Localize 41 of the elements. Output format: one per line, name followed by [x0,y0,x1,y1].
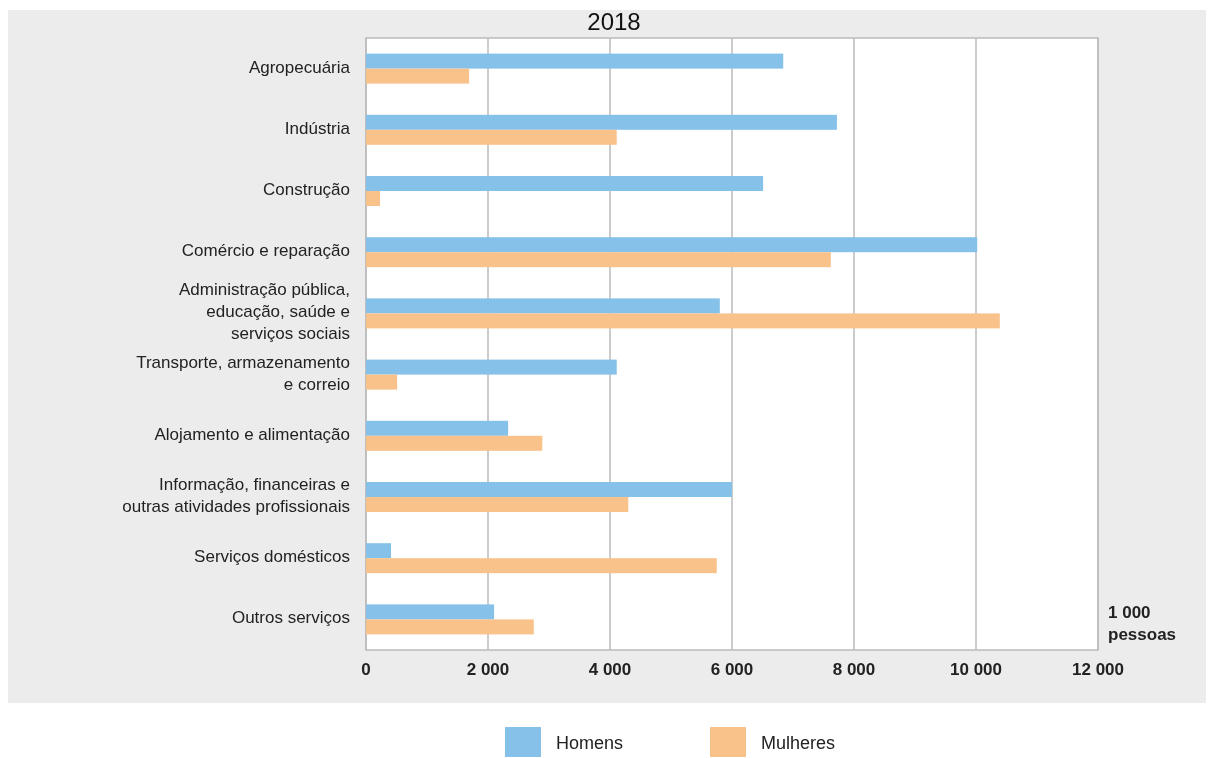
y-tick-label: Serviços domésticos [194,547,350,567]
bar [366,313,1000,329]
bar [366,53,784,69]
legend-label: Mulheres [761,733,836,753]
x-tick-label: 0 [361,660,371,679]
bar [366,68,470,84]
x-tick-label: 8 000 [832,660,876,679]
bar [366,420,509,436]
bar [366,237,978,253]
bar [366,558,717,574]
bar [366,129,617,145]
legend-label: Homens [556,733,624,753]
y-tick-label: Transporte, armazenamento e correio [136,353,350,395]
y-tick-label: Informação, financeiras e outras atividades profissionais [122,475,350,517]
y-tick-label: Outros serviços [231,608,350,628]
bar [366,604,495,620]
x-axis-title: 1 000 pessoas [1108,603,1177,644]
bar [366,435,543,451]
x-tick-label: 12 000 [1072,660,1124,679]
y-tick-label: Alojamento e alimentação [154,425,350,445]
bar [366,543,392,559]
x-tick-label: 10 000 [950,660,1002,679]
bar [366,191,381,206]
x-tick-label: 6 000 [710,660,754,679]
y-tick-label: Administração pública, educação, saúde e serviços sociais [178,280,350,344]
bar [366,497,629,512]
y-tick-label: Agropecuária [248,58,351,78]
bar [366,619,534,635]
x-tick-label: 4 000 [588,660,632,679]
chart-title: 2018 [587,8,641,35]
bar [366,482,732,497]
x-tick-label: 2 000 [466,660,510,679]
y-tick-label: Construção [263,180,350,200]
y-tick-label: Indústria [284,119,351,139]
bar [366,298,720,314]
bar [366,359,617,375]
bar [366,374,398,390]
bar [366,252,831,268]
y-tick-label: Comércio e reparação [181,241,350,261]
bar [366,114,837,130]
bar [366,176,764,191]
